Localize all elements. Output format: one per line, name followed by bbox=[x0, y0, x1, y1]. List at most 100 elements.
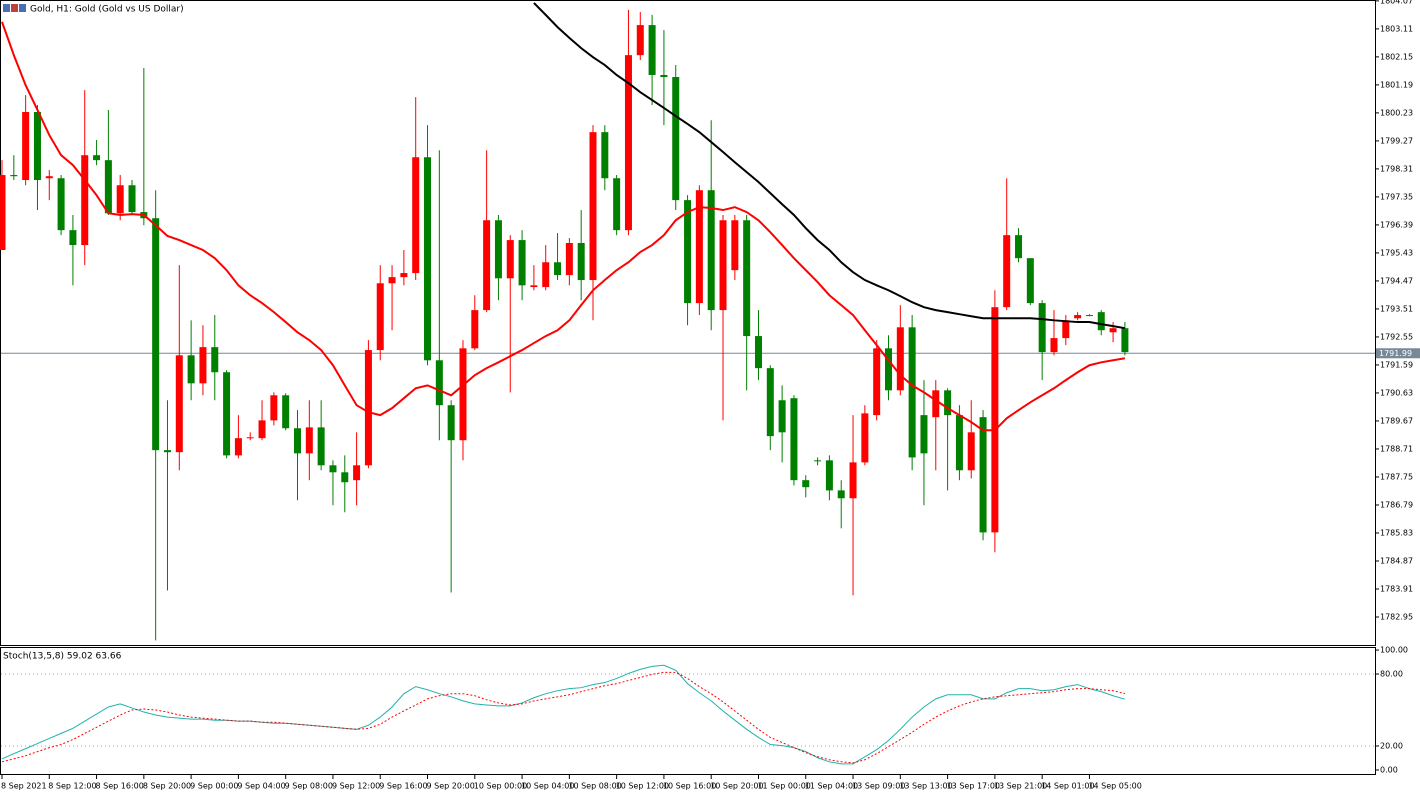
y-tick-label: 1788.71 bbox=[1380, 444, 1413, 453]
candle-body bbox=[1026, 258, 1034, 304]
y-tick-label: 1784.87 bbox=[1380, 556, 1413, 565]
candle-body bbox=[908, 327, 916, 458]
candle-body bbox=[459, 348, 467, 441]
candle-body bbox=[305, 427, 313, 454]
candle-body bbox=[294, 428, 301, 454]
x-tick-label: 11 Sep 04:00 bbox=[805, 782, 858, 791]
candle-body bbox=[412, 157, 420, 274]
y-tick-label: 1791.59 bbox=[1380, 360, 1413, 369]
candle-body bbox=[494, 220, 502, 279]
x-tick-label: 13 Sep 09:00 bbox=[852, 782, 905, 791]
icon-part bbox=[11, 4, 18, 12]
candle-body bbox=[341, 472, 349, 483]
candle-body bbox=[93, 155, 101, 161]
x-tick-label: 14 Sep 01:00 bbox=[1041, 782, 1094, 791]
y-tick-label: 1789.67 bbox=[1380, 416, 1413, 425]
y-tick-label: 100.00 bbox=[1380, 646, 1408, 655]
candle-body bbox=[81, 155, 89, 246]
y-tick-label: 1794.47 bbox=[1380, 276, 1413, 285]
candle-body bbox=[636, 25, 644, 56]
x-tick-label: 10 Sep 08:00 bbox=[568, 782, 621, 791]
y-tick-label: 1786.79 bbox=[1380, 500, 1413, 509]
candle-body bbox=[33, 112, 41, 180]
y-tick-label: 1792.55 bbox=[1380, 332, 1413, 341]
x-tick-label: 8 Sep 16:00 bbox=[96, 782, 144, 791]
y-tick-label: 1797.35 bbox=[1380, 192, 1413, 201]
candle-body bbox=[979, 417, 987, 533]
candle-body bbox=[613, 178, 621, 231]
x-tick-label: 10 Sep 00:00 bbox=[474, 782, 527, 791]
candle-body bbox=[790, 398, 798, 481]
indicator-line bbox=[1, 664, 1126, 765]
y-tick-label: 1782.95 bbox=[1380, 612, 1413, 621]
candle-body bbox=[152, 218, 160, 451]
candle-body bbox=[601, 132, 609, 179]
candle-body bbox=[778, 400, 786, 433]
candle-body bbox=[1015, 235, 1023, 259]
candle-body bbox=[967, 432, 975, 471]
x-tick-label: 8 Sep 20:00 bbox=[143, 782, 191, 791]
candle-body bbox=[684, 200, 692, 304]
candle-body bbox=[0, 175, 6, 251]
x-tick-label: 8 Sep 2021 bbox=[1, 782, 47, 791]
candle-body bbox=[991, 307, 999, 533]
candle-body bbox=[955, 415, 963, 471]
x-tick-label: 9 Sep 04:00 bbox=[237, 782, 285, 791]
candle-body bbox=[246, 437, 254, 439]
candle-body bbox=[719, 220, 727, 311]
y-tick-label: 1802.15 bbox=[1380, 52, 1413, 61]
candle-body bbox=[1074, 315, 1082, 319]
candle-body bbox=[1097, 312, 1105, 331]
x-tick-label: 9 Sep 08:00 bbox=[285, 782, 333, 791]
candle-body bbox=[802, 480, 810, 488]
candle-body bbox=[69, 230, 77, 246]
candle-body bbox=[873, 348, 881, 416]
candle-body bbox=[825, 460, 833, 491]
candle-body bbox=[22, 112, 30, 180]
candle-body bbox=[1062, 320, 1070, 339]
x-tick-label: 10 Sep 16:00 bbox=[663, 782, 716, 791]
candle-body bbox=[10, 175, 18, 177]
y-tick-label: 1803.11 bbox=[1380, 24, 1413, 33]
candle-body bbox=[648, 25, 656, 75]
candle-body bbox=[234, 438, 242, 456]
y-tick-label: 20.00 bbox=[1380, 741, 1403, 750]
candle-body bbox=[554, 262, 562, 276]
candle-body bbox=[565, 243, 573, 276]
x-tick-label: 9 Sep 12:00 bbox=[332, 782, 380, 791]
candle-body bbox=[364, 350, 372, 466]
current-price-label: 1791.99 bbox=[1379, 349, 1412, 358]
candle-body bbox=[45, 176, 53, 179]
candle-body bbox=[1038, 303, 1046, 353]
symbol-icon bbox=[3, 4, 26, 12]
y-tick-label: 1800.23 bbox=[1380, 108, 1413, 117]
candle-body bbox=[211, 347, 219, 373]
candle-body bbox=[329, 465, 337, 473]
candle-body bbox=[104, 160, 112, 214]
candle-body bbox=[506, 240, 514, 279]
y-tick-label: 1783.91 bbox=[1380, 584, 1413, 593]
y-tick-label: 1801.19 bbox=[1380, 80, 1413, 89]
candle-body bbox=[1050, 338, 1058, 353]
indicator-line bbox=[1, 671, 1126, 764]
y-tick-label: 1790.63 bbox=[1380, 388, 1413, 397]
candle-body bbox=[270, 395, 278, 421]
candle-body bbox=[932, 390, 940, 418]
y-tick-label: 1796.39 bbox=[1380, 220, 1413, 229]
candle-body bbox=[175, 355, 183, 453]
x-tick-label: 10 Sep 04:00 bbox=[521, 782, 574, 791]
y-tick-label: 1795.43 bbox=[1380, 248, 1413, 257]
candle-body bbox=[258, 420, 266, 439]
candle-body bbox=[317, 427, 325, 466]
candle-body bbox=[861, 413, 869, 463]
candle-body bbox=[199, 347, 207, 384]
candle-body bbox=[672, 77, 680, 201]
candle-body bbox=[624, 55, 632, 231]
candle-body bbox=[837, 490, 845, 499]
candle-body bbox=[400, 273, 408, 278]
x-tick-label: 13 Sep 21:00 bbox=[994, 782, 1047, 791]
candle-body bbox=[163, 450, 171, 453]
current-price-box bbox=[1376, 348, 1420, 359]
candle-body bbox=[707, 190, 715, 311]
